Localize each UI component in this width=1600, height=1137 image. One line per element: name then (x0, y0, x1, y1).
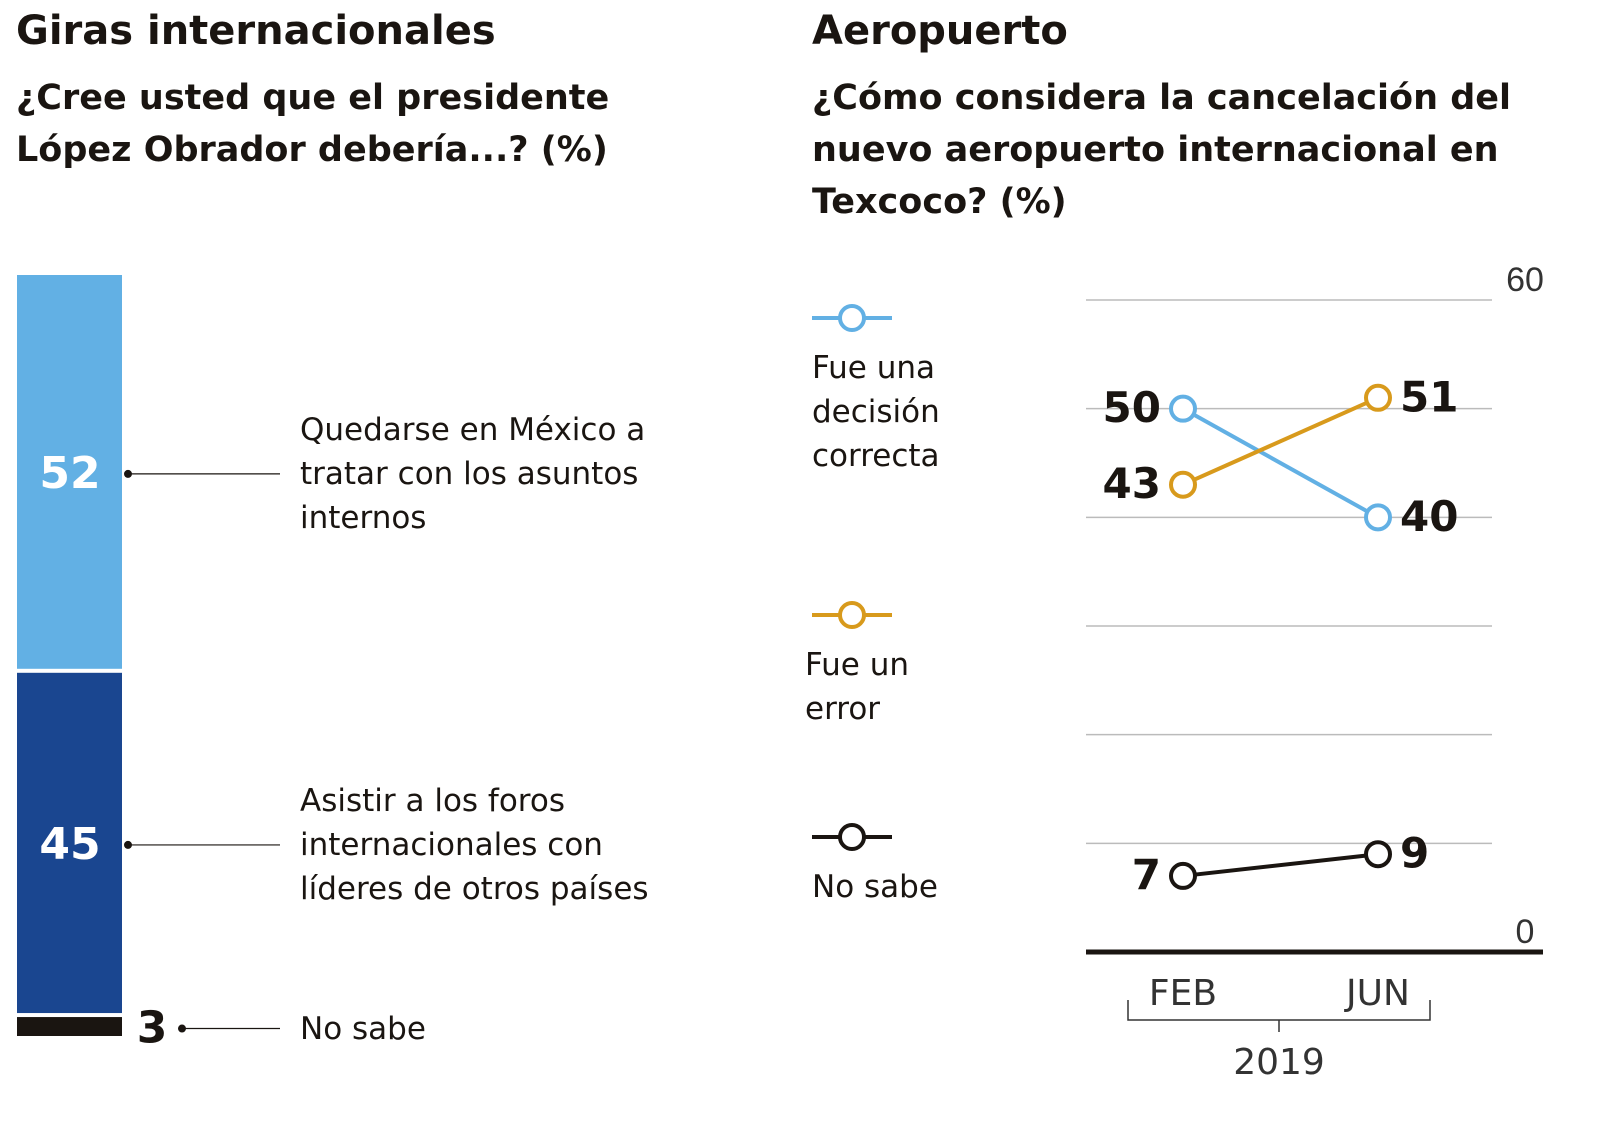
legend-marker (838, 601, 866, 629)
chart-title: Aeropuerto (812, 8, 1068, 54)
chart-subtitle: ¿Cómo considera la cancelación del nuevo… (812, 78, 1511, 222)
value-label: 52 (39, 448, 100, 499)
point (1169, 861, 1197, 890)
y-tick-label: 0 (1516, 913, 1535, 951)
series-line (1182, 406, 1379, 520)
category-label: No sabe (300, 1010, 426, 1047)
point (1364, 840, 1392, 869)
x-tick-label: FEB (1149, 973, 1217, 1014)
point (1169, 470, 1197, 499)
chart-subtitle: ¿Cree usted que el presidente López Obra… (16, 78, 610, 170)
legend-label: Fue un error (805, 647, 910, 727)
x-axis-label: 2019 (1233, 1042, 1325, 1083)
point (1169, 394, 1197, 423)
chart-title: Giras internacionales (16, 8, 496, 54)
value-label: 45 (39, 819, 100, 870)
legend-marker (838, 823, 866, 851)
y-tick-label: 60 (1506, 261, 1544, 299)
value-label: 3 (137, 1003, 168, 1054)
legend-label: No sabe (812, 869, 938, 905)
value-label: 9 (1400, 829, 1429, 878)
bar-segment (17, 1017, 122, 1036)
category-label: Asistir a los foros internacionales con … (300, 782, 649, 907)
value-label: 51 (1400, 372, 1458, 421)
series-line (1182, 852, 1379, 878)
point (1364, 383, 1392, 412)
legend-marker (838, 304, 866, 332)
point (1364, 503, 1392, 532)
value-label: 40 (1400, 492, 1458, 541)
category-label: Quedarse en México a tratar con los asun… (300, 411, 646, 536)
value-label: 50 (1103, 383, 1161, 432)
bar-segment (17, 275, 122, 669)
bar-segment (17, 672, 122, 1014)
x-tick-label: JUN (1344, 973, 1410, 1014)
value-label: 43 (1103, 459, 1161, 508)
series-line (1182, 395, 1379, 487)
value-label: 7 (1132, 850, 1161, 899)
legend-label: Fue una decisión correcta (812, 350, 940, 474)
x-bracket (1127, 1000, 1431, 1032)
